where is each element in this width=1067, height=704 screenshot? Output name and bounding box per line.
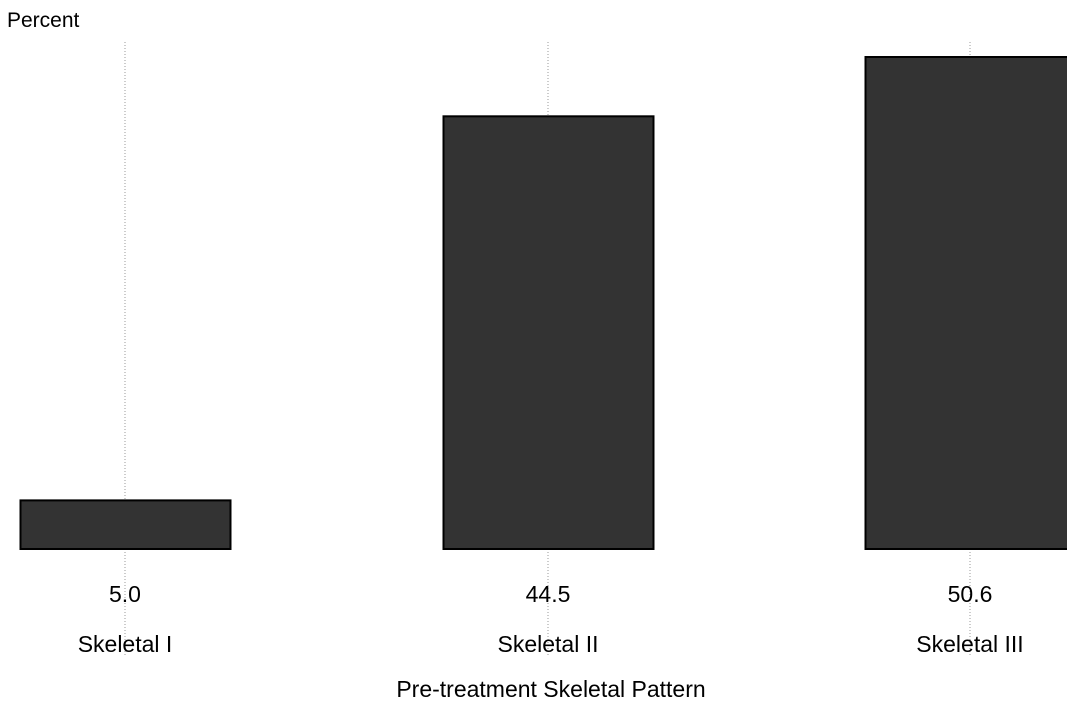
category-label: Skeletal II [498,631,599,657]
value-label: 5.0 [109,581,141,607]
value-labels: 5.0 44.5 50.6 [109,581,992,607]
bar-skeletal-i [19,499,232,550]
bar-skeletal-iii [864,56,1067,550]
bars [19,56,1067,550]
bar-skeletal-ii [442,115,655,550]
value-label: 44.5 [526,581,571,607]
x-axis-title: Pre-treatment Skeletal Pattern [396,676,705,702]
category-label: Skeletal I [78,631,173,657]
value-label: 50.6 [948,581,993,607]
category-label: Skeletal III [916,631,1023,657]
category-labels: Skeletal I Skeletal II Skeletal III [78,631,1024,657]
y-axis-title: Percent [7,9,80,32]
